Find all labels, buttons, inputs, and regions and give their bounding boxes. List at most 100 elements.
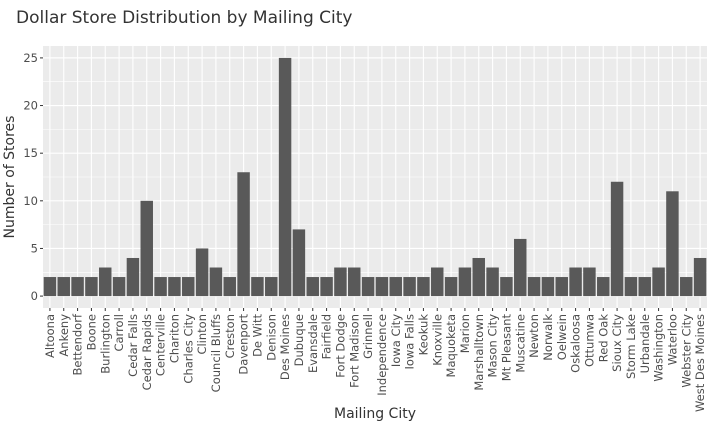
x-tick-label: Fairfield: [320, 314, 334, 359]
x-tick-label: Carroll: [112, 314, 126, 352]
bars: [43, 57, 707, 297]
y-tick-label: 0: [31, 289, 38, 303]
bar: [610, 181, 624, 297]
x-tick-label: Altoona: [43, 314, 57, 358]
y-tick-label: 15: [23, 146, 38, 160]
x-tick-label: Creston: [223, 314, 237, 358]
bar: [569, 267, 582, 297]
gridlines: [43, 46, 707, 308]
x-tick-label: Washington: [652, 314, 666, 382]
bar: [555, 277, 568, 297]
bar: [265, 277, 278, 297]
x-tick-label: West Des Moines: [693, 314, 707, 412]
x-tick-label: De Witt: [250, 314, 264, 357]
x-tick-label: Council Bluffs: [209, 314, 223, 392]
x-tick-label: Charles City: [181, 314, 195, 384]
x-tick-label: Denison: [264, 314, 278, 361]
x-tick-label: Marion: [458, 314, 472, 353]
x-tick-label: Burlington: [98, 314, 112, 374]
x-tick-label: Des Moines: [278, 314, 292, 380]
bar: [306, 277, 319, 297]
x-tick-label: Fort Madison: [347, 314, 361, 388]
bar: [168, 277, 181, 297]
x-tick-label: Muscatine: [513, 314, 527, 373]
bar: [375, 277, 389, 297]
x-tick-label: Centerville: [154, 314, 168, 376]
bar: [334, 267, 347, 297]
x-tick-label: Marshalltown: [472, 314, 486, 391]
bar: [126, 257, 140, 297]
y-tick-label: 25: [23, 51, 38, 65]
x-tick-label: Knoxville: [430, 314, 444, 366]
bar: [431, 267, 444, 297]
x-tick-label: Clinton: [195, 314, 209, 355]
x-tick-label: Iowa City: [389, 314, 403, 367]
y-axis: 0 5 10 15 20 25: [23, 51, 43, 303]
bar: [43, 277, 57, 297]
bar: [680, 277, 693, 297]
x-tick-label: Cedar Falls: [126, 314, 140, 377]
x-tick-label: Storm Lake: [624, 314, 638, 379]
bar: [154, 277, 167, 297]
bar: [209, 267, 223, 297]
bar: [624, 277, 638, 297]
bar: [85, 277, 98, 297]
bar: [237, 172, 250, 297]
x-tick-label: Newton: [527, 314, 541, 358]
x-tick-label: Ottumwa: [582, 314, 596, 367]
bar: [597, 277, 610, 297]
x-tick-label: Ankeny: [57, 314, 71, 357]
x-tick-label: Mt Pleasant: [499, 314, 513, 382]
x-tick-label: Keokuk: [416, 314, 430, 356]
bar: [182, 277, 195, 297]
chart-title: Dollar Store Distribution by Mailing Cit…: [16, 8, 352, 28]
bar: [500, 277, 513, 297]
x-tick-label: Bettendorf: [71, 313, 85, 375]
bar: [583, 267, 596, 297]
bar: [71, 277, 84, 297]
bar: [389, 277, 402, 297]
x-tick-label: Iowa Falls: [403, 314, 417, 370]
bar: [361, 277, 375, 297]
x-tick-label: Chariton: [167, 314, 181, 363]
y-axis-title: Number of Stores: [2, 116, 18, 239]
bar: [652, 267, 665, 297]
x-tick-label: Red Oak: [596, 314, 610, 363]
bar: [140, 200, 153, 297]
bar: [57, 277, 70, 297]
x-tick-label: Davenport: [237, 314, 251, 375]
x-tick-label: Maquoketa: [444, 314, 458, 377]
bar: [278, 57, 292, 297]
x-tick-label: Grinnell: [361, 314, 375, 359]
x-tick-label: Mason City: [486, 314, 500, 378]
bar: [99, 267, 112, 297]
bar: [472, 257, 485, 297]
x-tick-label: Norwalk: [541, 314, 555, 361]
bar: [541, 277, 555, 297]
bar: [638, 277, 651, 297]
x-tick-label: Independence: [375, 314, 389, 396]
bar: [444, 277, 458, 297]
bar: [223, 277, 236, 297]
y-tick-label: 5: [31, 241, 38, 255]
bar: [514, 238, 527, 297]
bar: [486, 267, 499, 297]
x-tick-label: Cedar Rapids: [140, 314, 154, 390]
x-tick-label: Boone: [84, 314, 98, 350]
x-tick-label: Fort Dodge: [333, 314, 347, 378]
x-tick-label: Urbandale: [638, 314, 652, 373]
x-tick-label: Dubuque: [292, 314, 306, 366]
bar: [112, 277, 126, 297]
x-tick-label: Oelwein: [555, 314, 569, 360]
x-axis: Altoona Ankeny Bettendorf Boone Burlington Ca…: [43, 308, 707, 412]
x-tick-label: Oskaloosa: [569, 314, 583, 373]
bar: [251, 277, 264, 297]
x-tick-label: Evansdale: [306, 314, 320, 373]
x-tick-label: Waterloo: [665, 314, 679, 365]
x-tick-label: Webster City: [679, 314, 693, 388]
bar: [417, 277, 430, 297]
bar: [320, 277, 333, 297]
bar: [527, 277, 541, 297]
y-tick-label: 20: [23, 99, 38, 113]
